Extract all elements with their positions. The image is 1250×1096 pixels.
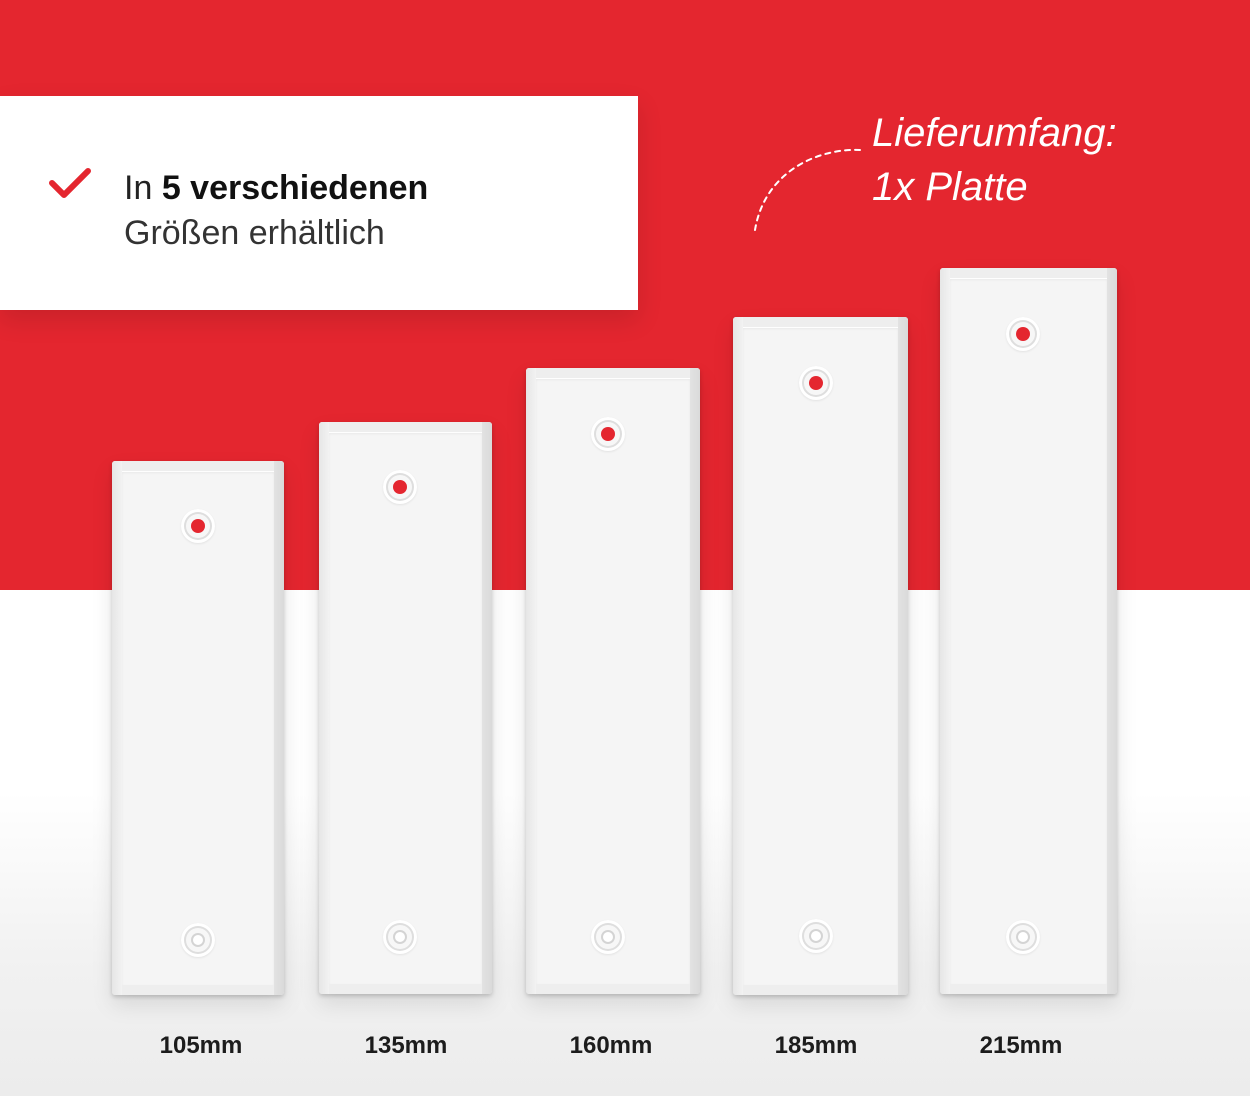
top-screw-hole-icon — [799, 366, 833, 400]
plate-face — [329, 432, 482, 984]
plate-size-label: 215mm — [979, 1032, 1063, 1059]
plate-size-label: 185mm — [774, 1032, 858, 1059]
sizes-headline-prefix: In — [124, 169, 153, 207]
sizes-headline-bold: 5 verschiedenen — [161, 169, 429, 207]
delivery-scope-text: Lieferumfang: 1x Platte — [872, 106, 1117, 214]
bottom-screw-hole-icon — [383, 920, 417, 954]
plate-160mm — [526, 368, 700, 994]
bottom-screw-hole-icon — [591, 920, 625, 954]
bottom-screw-hole-icon — [181, 923, 215, 957]
plate-215mm — [940, 268, 1117, 994]
plate-face — [743, 327, 898, 985]
plate-size-label: 105mm — [159, 1032, 243, 1059]
sizes-headline: In 5 verschiedenen — [124, 168, 428, 208]
info-card — [0, 96, 638, 310]
plate-135mm — [319, 422, 492, 994]
top-screw-hole-icon — [591, 417, 625, 451]
top-screw-hole-icon — [181, 509, 215, 543]
delivery-scope-title: Lieferumfang: — [872, 111, 1117, 155]
checkmark-icon — [49, 168, 91, 198]
plate-105mm — [112, 461, 284, 995]
sizes-subline: Größen erhältlich — [124, 214, 385, 252]
dashed-curve-decoration — [754, 148, 861, 231]
plate-face — [122, 471, 274, 985]
delivery-scope-quantity: 1x Platte — [872, 165, 1028, 209]
bottom-screw-hole-icon — [799, 919, 833, 953]
top-screw-hole-icon — [383, 470, 417, 504]
plate-size-label: 135mm — [364, 1032, 448, 1059]
plate-size-label: 160mm — [569, 1032, 653, 1059]
bottom-screw-hole-icon — [1006, 920, 1040, 954]
plate-face — [536, 378, 690, 984]
top-screw-hole-icon — [1006, 317, 1040, 351]
plate-face — [950, 278, 1107, 984]
plate-185mm — [733, 317, 908, 995]
